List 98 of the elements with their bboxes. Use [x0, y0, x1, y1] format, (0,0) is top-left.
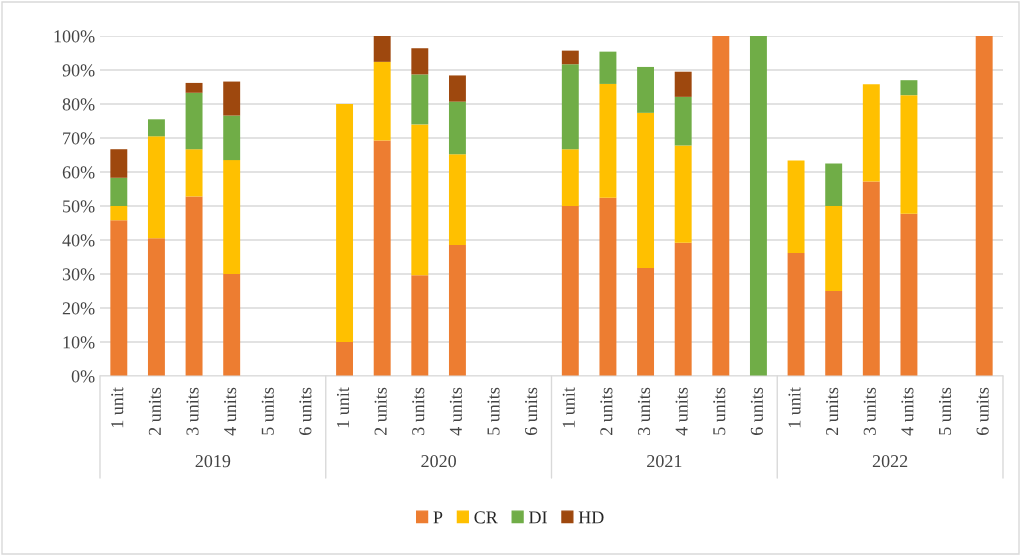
text: 2019 [195, 455, 231, 468]
bar [373, 140, 391, 376]
bar [674, 145, 692, 243]
y-tick-label: 30% [62, 268, 95, 281]
x-tick-label: 4 units [675, 387, 688, 436]
bar [561, 50, 579, 65]
bar [561, 64, 579, 150]
y-tick-label: 90% [62, 64, 95, 77]
text: 2020 [421, 455, 456, 468]
bar [862, 84, 880, 182]
bar [223, 115, 241, 161]
y-tick-label: 40% [62, 234, 95, 247]
bar [448, 75, 466, 102]
x-tick-label: 6 units [750, 387, 763, 435]
bar [448, 245, 466, 376]
bar [185, 82, 203, 93]
legend-label: CR [474, 511, 498, 524]
bar [147, 136, 165, 239]
y-tick-label: 20% [62, 302, 95, 315]
x-tick-label: 5 units [938, 387, 952, 435]
x-tick-label: 1 unit [562, 387, 575, 428]
x-tick-label: 6 units [299, 387, 312, 435]
x-tick-label: 5 units [261, 387, 274, 435]
legend-label: P [433, 511, 443, 524]
bar [825, 291, 843, 376]
bar [411, 275, 429, 376]
bar [900, 80, 918, 96]
bar [712, 36, 730, 376]
bar [411, 74, 429, 125]
bar [223, 81, 241, 116]
bar [975, 36, 993, 376]
x-tick-label: 5 units [487, 387, 500, 435]
bar [147, 119, 165, 137]
bar [336, 342, 354, 376]
x-tick-label: 4 units [449, 387, 462, 436]
bar [110, 177, 128, 206]
y-tick-label: 100% [54, 30, 95, 43]
bar [336, 104, 354, 342]
x-tick-label: 4 units [224, 387, 237, 436]
bar [561, 206, 579, 376]
x-tick-label: 4 units [901, 387, 914, 436]
bar [787, 160, 805, 253]
x-tick-label: 3 units [637, 387, 651, 435]
bar [599, 51, 617, 84]
bar [900, 213, 918, 376]
x-tick-label: 5 units [713, 387, 726, 435]
bar [448, 154, 466, 246]
x-tick-label: 2 units [600, 387, 613, 435]
legend-label: DI [528, 511, 547, 524]
y-tick-label: 10% [63, 336, 95, 349]
bar [147, 238, 165, 376]
bar [674, 242, 692, 376]
bar [599, 197, 617, 376]
y-tick-label: 60% [62, 166, 95, 179]
x-tick-label: 3 units [186, 387, 199, 435]
x-tick-label: 2 units [148, 387, 161, 435]
bar [373, 36, 391, 62]
bar [561, 149, 579, 206]
text: 2022 [872, 455, 908, 468]
x-tick-label: 2 units [826, 387, 839, 435]
bar [411, 48, 429, 75]
x-tick-label: 3 units [412, 387, 425, 435]
bar [110, 206, 128, 221]
y-tick-label: 80% [62, 98, 95, 111]
x-tick-label: 1 unit [788, 387, 801, 428]
bar [637, 267, 655, 376]
bar [674, 96, 692, 146]
bar [599, 83, 617, 198]
legend-label: HD [578, 511, 604, 524]
x-tick-label: 3 units [863, 387, 876, 435]
bar [825, 163, 843, 206]
bar [223, 160, 241, 274]
bar [825, 206, 843, 291]
bar [787, 252, 805, 376]
bar [862, 181, 880, 376]
bar [185, 196, 203, 376]
y-tick-label: 0% [71, 370, 95, 383]
bar [110, 220, 128, 376]
bar [110, 149, 128, 178]
bar [185, 92, 203, 150]
x-tick-label: 6 units [976, 387, 989, 435]
y-tick-label: 50% [63, 200, 95, 213]
bar [674, 71, 692, 97]
bar [637, 112, 655, 268]
x-tick-label: 6 units [525, 387, 538, 435]
y-tick-label: 70% [63, 132, 95, 145]
bar [900, 95, 918, 214]
bar [223, 274, 241, 376]
bar [411, 124, 429, 276]
x-tick-label: 1 unit [111, 387, 124, 428]
bar [373, 61, 391, 141]
bar [637, 66, 655, 113]
bar [448, 101, 466, 155]
bar [185, 149, 203, 197]
x-tick-label: 2 units [374, 387, 387, 435]
bar [749, 36, 767, 376]
text: 2021 [647, 455, 682, 468]
x-tick-label: 1 unit [336, 387, 350, 428]
